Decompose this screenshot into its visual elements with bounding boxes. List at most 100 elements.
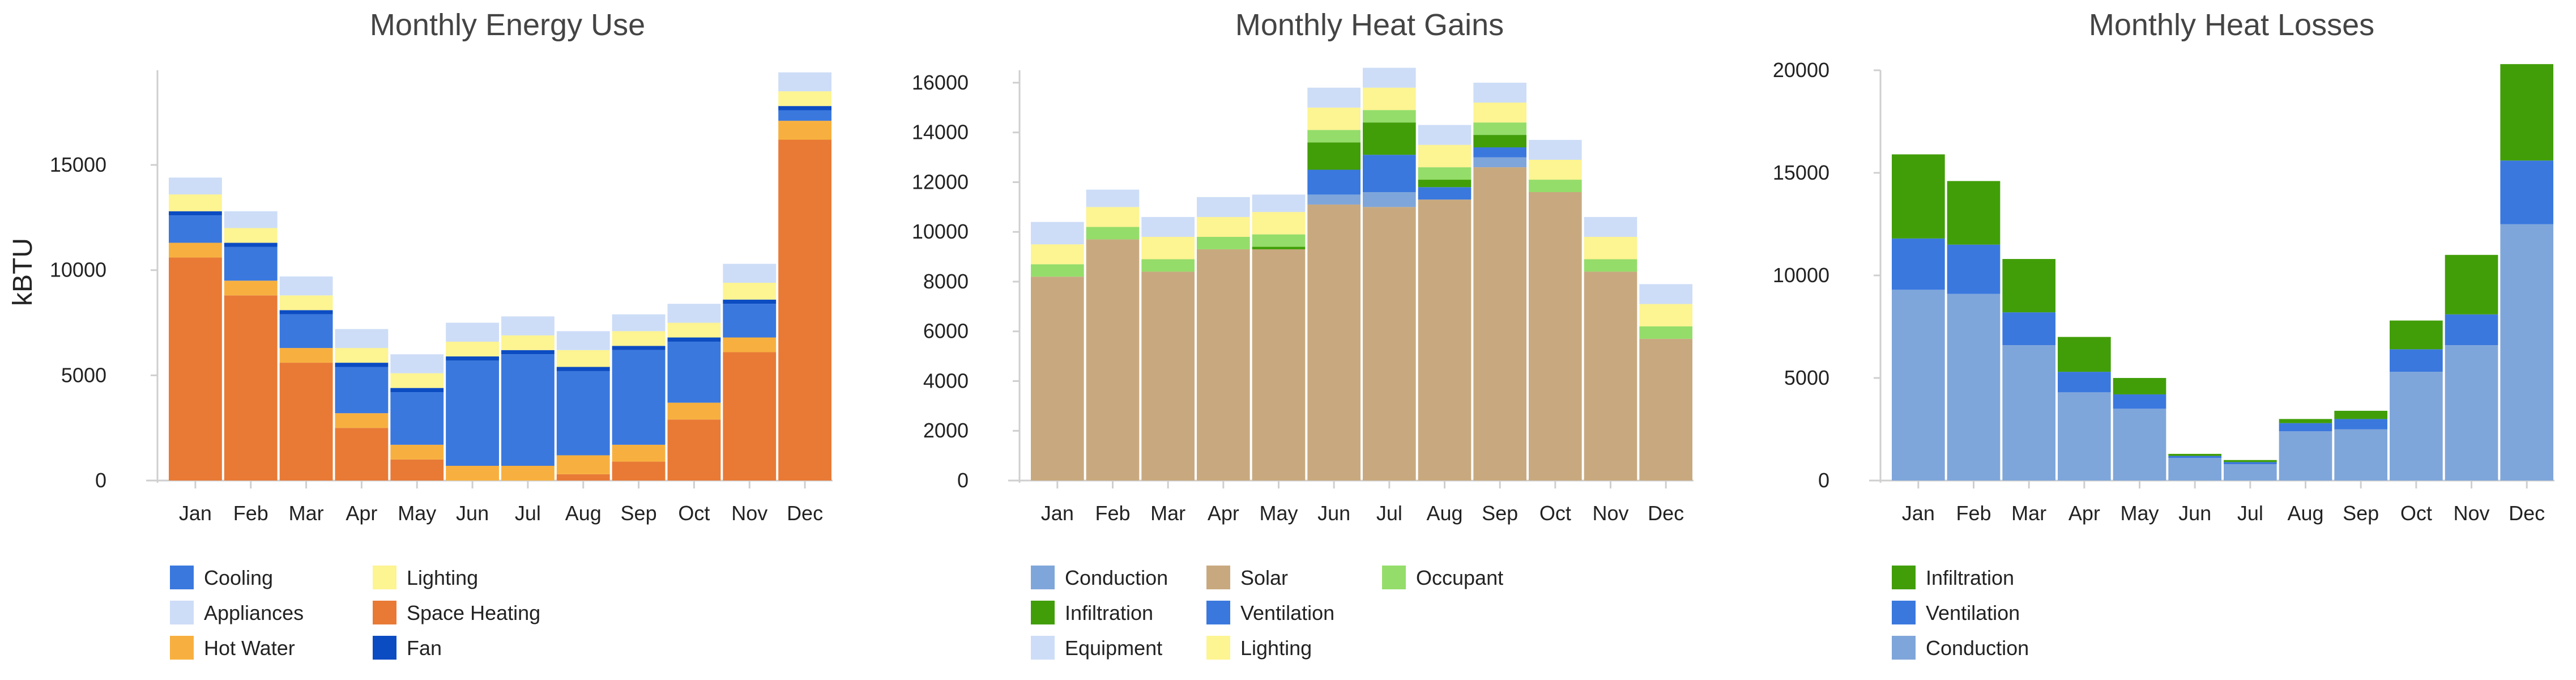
bar-lighting-aug [556, 350, 610, 367]
bar-equipment-feb [1086, 189, 1140, 207]
bar-cooling-nov [723, 304, 777, 338]
legend-label: Ventilation [1926, 601, 2020, 624]
bar-fan-jul [501, 350, 555, 355]
bar-fan-oct [667, 337, 721, 342]
x-tick-label: Dec [1648, 502, 1684, 525]
legend-swatch [373, 566, 396, 589]
bar-equipment-dec [1639, 284, 1692, 304]
bar-lighting-jun [1307, 107, 1360, 130]
x-tick-label: Jul [515, 502, 541, 525]
bar-appliances-oct [667, 304, 721, 323]
bar-appliances-aug [556, 331, 610, 350]
bar-infiltration-jun [1307, 142, 1360, 170]
legend-swatch [1206, 566, 1230, 589]
bar-lighting-apr [335, 348, 389, 363]
bar-lighting-apr [1197, 216, 1250, 237]
x-tick-label: Dec [787, 502, 823, 525]
legend-item-hot-water[interactable]: Hot Water [170, 636, 295, 660]
x-tick-label: Oct [2400, 502, 2432, 525]
bar-occupant-feb [1086, 227, 1140, 240]
bar-fan-nov [723, 299, 777, 304]
legend-item-solar[interactable]: Solar [1206, 566, 1288, 589]
legend-swatch [170, 601, 194, 624]
bar-occupant-oct [1529, 180, 1582, 193]
legend-item-lighting[interactable]: Lighting [1206, 636, 1312, 660]
bar-infiltration-sep [1473, 135, 1526, 148]
legend-item-conduction[interactable]: Conduction [1031, 566, 1168, 589]
legend-item-cooling[interactable]: Cooling [170, 566, 273, 589]
bar-infiltration-jul [2224, 460, 2277, 462]
legend-item-appliances[interactable]: Appliances [170, 601, 304, 624]
bar-fan-dec [778, 106, 831, 110]
bar-cooling-jan [169, 215, 222, 243]
bar-solar-may [1252, 249, 1306, 481]
bar-occupant-jun [1307, 130, 1360, 143]
bar-lighting-jul [1363, 87, 1416, 110]
bar-appliances-jul [501, 316, 555, 335]
bar-infiltration-apr [2058, 337, 2111, 372]
bar-lighting-feb [1086, 207, 1140, 227]
bar-infiltration-nov [2445, 254, 2498, 314]
legend-item-ventilation[interactable]: Ventilation [1206, 601, 1334, 624]
legend-label: Hot Water [204, 636, 295, 660]
legend-swatch [1031, 636, 1055, 660]
bar-solar-apr [1197, 249, 1250, 481]
x-tick-label: Jan [1041, 502, 1074, 525]
x-tick-label: Aug [2287, 502, 2323, 525]
bar-space-heating-oct [667, 419, 721, 481]
legend-item-ventilation[interactable]: Ventilation [1892, 601, 2020, 624]
bar-solar-mar [1141, 271, 1195, 481]
bar-solar-aug [1418, 199, 1472, 481]
bar-lighting-nov [723, 282, 777, 300]
chart-title: Monthly Heat Gains [1235, 8, 1504, 42]
y-tick-label: 8000 [923, 270, 969, 293]
legend-item-fan[interactable]: Fan [373, 636, 442, 660]
chart-title: Monthly Heat Losses [2089, 8, 2374, 42]
bar-lighting-nov [1584, 236, 1637, 260]
bar-lighting-jul [501, 335, 555, 350]
bar-lighting-aug [1418, 144, 1472, 168]
bar-solar-sep [1473, 167, 1526, 481]
legend-label: Conduction [1065, 566, 1168, 589]
x-tick-label: May [1259, 502, 1298, 525]
bar-infiltration-may [2113, 378, 2166, 394]
legend-swatch [1382, 566, 1406, 589]
legend-item-conduction[interactable]: Conduction [1892, 636, 2029, 660]
x-tick-label: Sep [621, 502, 657, 525]
bar-hot-water-feb [224, 280, 278, 296]
y-tick-label: 5000 [1784, 366, 1829, 389]
bar-cooling-aug [556, 371, 610, 456]
bar-lighting-feb [224, 228, 278, 243]
y-tick-label: 10000 [912, 220, 969, 243]
bar-equipment-mar [1141, 216, 1195, 237]
legend-swatch [1206, 636, 1230, 660]
legend-label: Occupant [1416, 566, 1503, 589]
bar-infiltration-jun [2168, 453, 2221, 456]
legend-item-occupant[interactable]: Occupant [1382, 566, 1503, 589]
bar-occupant-apr [1197, 236, 1250, 249]
bar-hot-water-mar [279, 348, 333, 363]
bar-space-heating-apr [335, 428, 389, 481]
x-tick-label: May [398, 502, 436, 525]
y-tick-label: 16000 [912, 71, 969, 94]
bar-occupant-jan [1031, 264, 1084, 277]
x-tick-label: Jun [1317, 502, 1350, 525]
bar-space-heating-may [390, 459, 444, 481]
x-tick-label: Jan [179, 502, 212, 525]
bar-cooling-sep [612, 350, 666, 445]
legend-item-space-heating[interactable]: Space Heating [373, 601, 540, 624]
bar-cooling-jun [446, 360, 499, 466]
bar-conduction-aug [2279, 431, 2332, 481]
legend-item-equipment[interactable]: Equipment [1031, 636, 1162, 660]
y-tick-label: 10000 [1773, 264, 1829, 287]
bar-conduction-jun [2168, 458, 2221, 481]
bar-hot-water-oct [667, 402, 721, 420]
y-tick-label: 20000 [1773, 58, 1829, 82]
bar-cooling-oct [667, 341, 721, 403]
bar-ventilation-jan [1892, 238, 1945, 290]
x-tick-label: Sep [2343, 502, 2379, 525]
legend-item-infiltration[interactable]: Infiltration [1031, 601, 1153, 624]
legend-item-infiltration[interactable]: Infiltration [1892, 566, 2014, 589]
legend-item-lighting[interactable]: Lighting [373, 566, 478, 589]
